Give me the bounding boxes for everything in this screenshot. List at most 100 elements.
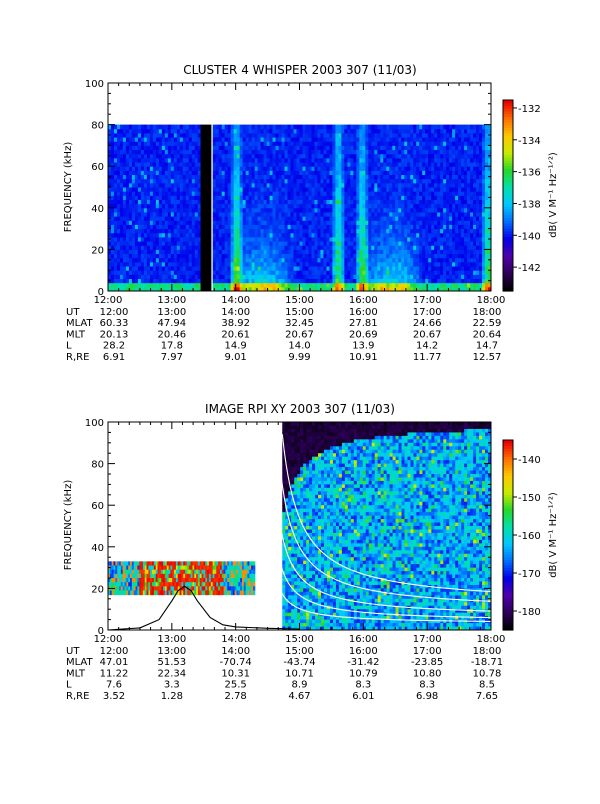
spectrogram-cell [449, 141, 452, 146]
spectrogram-cell [482, 283, 485, 288]
spectrogram-cell [458, 266, 461, 271]
spectrogram-cell [270, 154, 273, 159]
spectrogram-cell [308, 150, 311, 155]
spectrogram-cell [386, 158, 389, 163]
spectrogram-cell [249, 274, 252, 279]
spectrogram-cell [302, 270, 305, 275]
spectrogram-cell [192, 158, 195, 163]
spectrogram-cell [314, 133, 317, 138]
spectrogram-cell [485, 175, 488, 180]
spectrogram-cell [267, 254, 270, 259]
spectrogram-cell [482, 141, 485, 146]
spectrogram-cell [276, 274, 279, 279]
spectrogram-cell [276, 216, 279, 221]
spectrogram-cell [261, 137, 264, 142]
spectrogram-cell [144, 270, 147, 275]
spectrogram-cell [437, 195, 440, 200]
spectrogram-cell [264, 266, 267, 271]
spectrogram-cell [302, 237, 305, 242]
spectrogram-cell [431, 158, 434, 163]
spectrogram-cell [482, 229, 485, 234]
spectrogram-cell [219, 179, 222, 184]
spectrogram-cell [353, 137, 356, 142]
spectrogram-cell [446, 262, 449, 267]
spectrogram-cell [341, 220, 344, 225]
spectrogram-cell [482, 258, 485, 263]
spectrogram-cell [291, 274, 294, 279]
spectrogram-cell [231, 216, 234, 221]
spectrogram-cell [285, 279, 288, 284]
spectrogram-cell [332, 262, 335, 267]
spectrogram-cell [120, 137, 123, 142]
spectrogram-cell [422, 262, 425, 267]
spectrogram-cell [407, 133, 410, 138]
spectrogram-cell [288, 212, 291, 217]
spectrogram-cell [159, 224, 162, 229]
spectrogram-cell [419, 125, 422, 130]
spectrogram-cell [302, 199, 305, 204]
spectrogram-cell [135, 204, 138, 209]
spectrogram-cell [302, 220, 305, 225]
spectrogram-cell [341, 133, 344, 138]
spectrogram-cell [246, 233, 249, 238]
spectrogram-cell [249, 179, 252, 184]
spectrogram-cell [129, 274, 132, 279]
spectrogram-cell [449, 208, 452, 213]
spectrogram-cell [473, 283, 476, 288]
spectrogram-cell [228, 195, 231, 200]
spectrogram-cell [249, 137, 252, 142]
spectrogram-cell [329, 145, 332, 150]
x-tick-label: 13:00 [157, 295, 186, 306]
spectrogram-cell [126, 162, 129, 167]
spectrogram-cell [282, 283, 285, 288]
spectrogram-cell [419, 216, 422, 221]
spectrogram-cell [144, 137, 147, 142]
spectrogram-cell [473, 133, 476, 138]
spectrogram-cell [446, 204, 449, 209]
spectrogram-cell [389, 129, 392, 134]
spectrogram-cell [395, 274, 398, 279]
spectrogram-cell [135, 133, 138, 138]
spectrogram-cell [335, 279, 338, 284]
spectrogram-cell [452, 183, 455, 188]
spectrogram-cell [246, 129, 249, 134]
spectrogram-cell [282, 220, 285, 225]
spectrogram-cell [276, 187, 279, 192]
spectrogram-cell [446, 158, 449, 163]
spectrogram-cell [344, 170, 347, 175]
spectrogram-cell [404, 212, 407, 217]
spectrogram-cell [371, 129, 374, 134]
spectrogram-cell [132, 166, 135, 171]
spectrogram-cell [195, 158, 198, 163]
spectrogram-cell [353, 266, 356, 271]
spectrogram-cell [446, 249, 449, 254]
spectrogram-cell [258, 179, 261, 184]
spectrogram-cell [132, 133, 135, 138]
spectrogram-cell [476, 129, 479, 134]
spectrogram-cell [362, 145, 365, 150]
spectrogram-cell [156, 208, 159, 213]
spectrogram-cell [288, 187, 291, 192]
spectrogram-cell [177, 283, 180, 288]
spectrogram-cell [213, 283, 216, 288]
spectrogram-cell [258, 170, 261, 175]
spectrogram-cell [213, 199, 216, 204]
spectrogram-cell [222, 199, 225, 204]
spectrogram-cell [407, 254, 410, 259]
spectrogram-cell [362, 241, 365, 246]
spectrogram-cell [362, 175, 365, 180]
spectrogram-cell [365, 254, 368, 259]
spectrogram-cell [150, 216, 153, 221]
spectrogram-cell [389, 191, 392, 196]
spectrogram-cell [123, 224, 126, 229]
spectrogram-cell [422, 266, 425, 271]
spectrogram-cell [368, 183, 371, 188]
spectrogram-cell [341, 204, 344, 209]
spectrogram-cell [165, 204, 168, 209]
spectrogram-cell [386, 224, 389, 229]
spectrogram-cell [395, 170, 398, 175]
spectrogram-cell [425, 212, 428, 217]
spectrogram-cell [461, 183, 464, 188]
spectrogram-cell [413, 245, 416, 250]
spectrogram-cell [338, 258, 341, 263]
